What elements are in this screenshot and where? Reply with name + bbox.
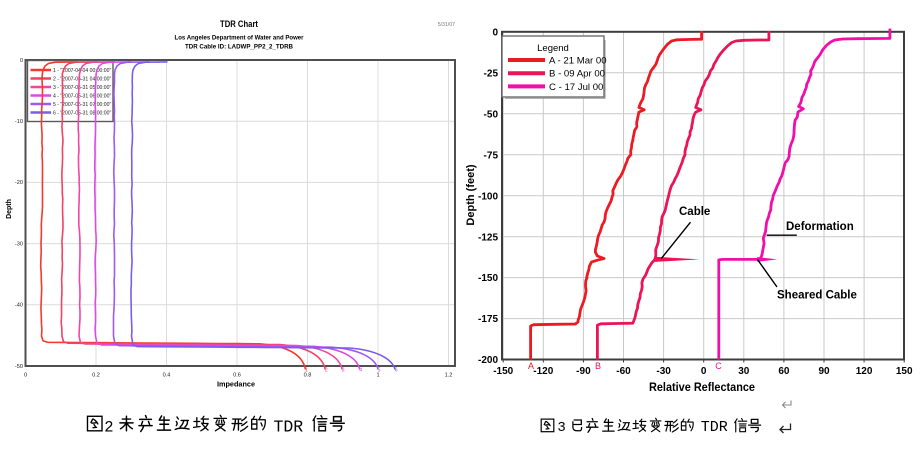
svg-text:0: 0 — [701, 366, 707, 377]
svg-text:0: 0 — [492, 27, 498, 38]
svg-text:-25: -25 — [484, 68, 499, 79]
svg-text:C: C — [715, 361, 722, 371]
svg-text:1: 1 — [376, 373, 379, 379]
svg-text:B - 09 Apr 00: B - 09 Apr 00 — [549, 69, 605, 80]
svg-text:-200: -200 — [478, 355, 498, 366]
svg-text:1.2: 1.2 — [445, 373, 453, 379]
svg-text:-40: -40 — [15, 303, 23, 309]
svg-text:2: 2 — [104, 418, 113, 436]
svg-text:-30: -30 — [656, 366, 671, 377]
svg-text:Depth: Depth — [6, 199, 13, 219]
svg-text:5: 5 — [378, 368, 381, 374]
svg-text:120: 120 — [856, 366, 873, 377]
svg-text:TDR Cable ID: LADWP_PP2_2_TDRB: TDR Cable ID: LADWP_PP2_2_TDRB — [185, 44, 293, 51]
svg-text:-50: -50 — [15, 364, 23, 370]
svg-text:-150: -150 — [478, 273, 498, 284]
svg-text:-90: -90 — [576, 366, 591, 377]
svg-text:30: 30 — [738, 366, 750, 377]
svg-text:TDR Chart: TDR Chart — [220, 19, 259, 30]
svg-text:C - 17 Jul 00: C - 17 Jul 00 — [549, 82, 603, 93]
svg-text:-120: -120 — [533, 366, 553, 377]
svg-text:-125: -125 — [478, 232, 498, 243]
svg-text:B: B — [595, 361, 601, 371]
svg-text:3: 3 — [342, 368, 345, 374]
svg-text:1: 1 — [305, 368, 308, 374]
svg-text:-20: -20 — [15, 180, 23, 186]
svg-text:-100: -100 — [478, 191, 498, 202]
svg-text:Sheared Cable: Sheared Cable — [777, 290, 857, 302]
svg-text:-60: -60 — [616, 366, 631, 377]
svg-text:0.2: 0.2 — [92, 373, 100, 379]
svg-text:2 - "2007-05-31 04:00:00": 2 - "2007-05-31 04:00:00" — [53, 76, 111, 82]
svg-text:1 - "2007-04-04 00:00:00": 1 - "2007-04-04 00:00:00" — [53, 68, 111, 74]
svg-text:0.6: 0.6 — [233, 373, 241, 379]
svg-text:2: 2 — [325, 368, 328, 374]
svg-text:0.8: 0.8 — [304, 373, 312, 379]
svg-text:5 - "2007-05-31 07:00:00": 5 - "2007-05-31 07:00:00" — [53, 102, 111, 108]
svg-text:-150: -150 — [493, 366, 513, 377]
svg-text:150: 150 — [896, 366, 913, 377]
svg-text:-175: -175 — [478, 314, 498, 325]
svg-text:TDR: TDR — [701, 419, 728, 436]
svg-text:0: 0 — [20, 58, 23, 64]
svg-text:6: 6 — [395, 368, 398, 374]
svg-text:-75: -75 — [484, 150, 499, 161]
svg-text:3: 3 — [557, 420, 565, 436]
svg-text:-30: -30 — [15, 241, 23, 247]
svg-text:4 - "2007-05-31 06:00:00": 4 - "2007-05-31 06:00:00" — [53, 93, 111, 99]
svg-text:0: 0 — [24, 373, 27, 379]
svg-text:Impedance: Impedance — [217, 380, 255, 389]
svg-text:A: A — [528, 361, 534, 371]
svg-text:A - 21 Mar 00: A - 21 Mar 00 — [549, 55, 607, 66]
svg-text:5/31/07: 5/31/07 — [438, 22, 455, 28]
svg-text:Cable: Cable — [679, 206, 710, 218]
svg-text:Depth (feet): Depth (feet) — [465, 164, 477, 225]
svg-text:90: 90 — [818, 366, 830, 377]
svg-text:TDR: TDR — [274, 417, 304, 436]
svg-text:Relative Reflectance: Relative Reflectance — [649, 382, 755, 394]
svg-text:Los Angeles Department of Wate: Los Angeles Department of Water and Powe… — [175, 35, 304, 42]
svg-text:-10: -10 — [15, 119, 23, 125]
svg-text:0.4: 0.4 — [163, 373, 171, 379]
svg-text:3 - "2007-05-31 05:00:00": 3 - "2007-05-31 05:00:00" — [53, 85, 111, 91]
svg-text:60: 60 — [778, 366, 790, 377]
svg-text:6 - "2007-05-31 08:00:00": 6 - "2007-05-31 08:00:00" — [53, 110, 111, 116]
svg-text:-50: -50 — [484, 109, 499, 120]
svg-text:4: 4 — [359, 368, 362, 374]
svg-text:Deformation: Deformation — [786, 221, 854, 233]
svg-text:Legend: Legend — [537, 43, 569, 54]
